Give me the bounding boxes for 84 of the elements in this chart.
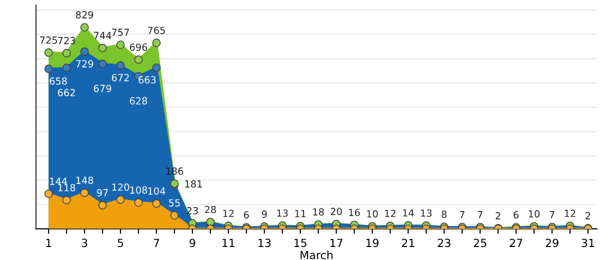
data-label: 723	[58, 36, 76, 44]
data-label: 18	[313, 208, 324, 216]
point	[152, 38, 161, 48]
x-tick-label: 19	[366, 238, 379, 248]
data-label: 16	[349, 208, 360, 216]
data-label: 13	[421, 209, 432, 217]
data-label: 658	[50, 77, 67, 85]
point	[80, 47, 89, 56]
data-label: 28	[204, 206, 216, 214]
data-label: 765	[148, 26, 165, 34]
point	[44, 64, 53, 74]
data-label: 13	[277, 209, 288, 217]
data-label: 8	[442, 210, 447, 218]
x-tick-label: 31	[582, 238, 594, 248]
data-label: 663	[138, 76, 156, 84]
point	[170, 211, 179, 220]
data-label: 679	[94, 84, 112, 92]
data-label: 12	[564, 210, 576, 217]
data-label: 7	[550, 211, 554, 218]
data-label: 757	[112, 28, 129, 36]
data-label: 672	[112, 74, 129, 82]
x-tick-label: 9	[190, 238, 196, 248]
x-tick-label: 7	[154, 238, 160, 247]
x-tick-label: 3	[82, 238, 88, 248]
data-label: 6	[244, 211, 249, 219]
point	[62, 48, 71, 58]
data-label: 2	[586, 212, 590, 220]
x-tick-label: 23	[438, 238, 450, 248]
data-label: 23	[186, 207, 198, 214]
point	[134, 55, 143, 64]
data-label: 628	[130, 97, 148, 105]
x-tick-label: 25	[474, 238, 486, 248]
data-label: 9	[262, 210, 267, 218]
data-label: 55	[169, 199, 180, 207]
data-label: 6	[514, 211, 519, 219]
data-label: 696	[130, 43, 148, 51]
point	[98, 201, 107, 210]
point	[62, 196, 71, 204]
data-label: 7	[478, 211, 482, 218]
x-tick-label: 11	[222, 238, 234, 247]
data-label: 97	[96, 189, 108, 196]
data-label: 662	[58, 88, 75, 96]
point	[116, 61, 125, 70]
data-label: 148	[76, 176, 94, 184]
x-tick-label: 15	[294, 238, 306, 248]
data-label: 7	[460, 211, 464, 218]
data-label: 12	[223, 210, 234, 217]
data-label: 181	[185, 180, 202, 188]
point	[116, 195, 125, 204]
data-label: 108	[130, 186, 148, 194]
point	[62, 64, 71, 72]
data-label: 12	[385, 210, 396, 217]
data-label: 104	[148, 187, 166, 195]
point	[116, 40, 125, 50]
x-tick-label: 27	[510, 238, 522, 247]
data-label: 725	[40, 36, 58, 44]
data-label: 829	[76, 11, 94, 18]
data-label: 10	[528, 210, 540, 218]
point	[98, 44, 107, 52]
point	[152, 63, 161, 72]
data-label: 744	[94, 32, 112, 40]
point	[80, 188, 89, 198]
data-label: 14	[403, 209, 414, 216]
data-label: 11	[295, 210, 306, 218]
point	[152, 199, 161, 208]
x-tick-label: 5	[118, 238, 124, 248]
point	[44, 190, 53, 198]
data-label: 118	[58, 184, 76, 192]
x-tick-label: 21	[402, 238, 414, 247]
point	[44, 48, 53, 57]
data-label: 144	[50, 178, 68, 185]
point	[134, 198, 143, 207]
point	[80, 23, 89, 32]
data-label: 120	[112, 183, 130, 191]
x-axis-title: March	[300, 250, 332, 260]
data-label: 10	[367, 210, 378, 218]
x-tick-label: 1	[46, 238, 52, 247]
data-label: 729	[76, 60, 94, 68]
x-tick-label: 13	[258, 238, 271, 248]
x-tick-label: 29	[546, 238, 558, 248]
point	[98, 60, 107, 68]
x-tick-label: 17	[330, 238, 342, 247]
data-label: 20	[330, 208, 342, 216]
data-label: 2	[496, 212, 500, 220]
